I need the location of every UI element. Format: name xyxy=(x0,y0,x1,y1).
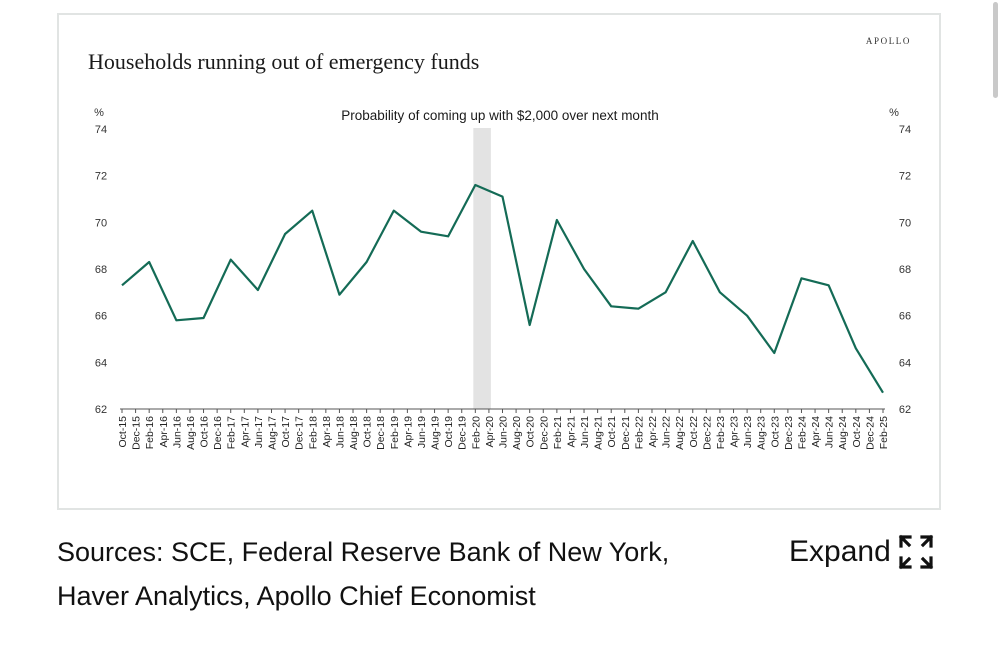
y-tick-label-right: 72 xyxy=(899,171,911,183)
x-tick-label: Dec-18 xyxy=(375,416,387,450)
chart-card: APOLLO Households running out of emergen… xyxy=(57,13,941,510)
x-tick-label: Aug-24 xyxy=(837,416,849,450)
x-tick-label: Dec-23 xyxy=(783,416,795,450)
chart-title: Households running out of emergency fund… xyxy=(88,49,480,74)
x-tick-label: Apr-16 xyxy=(158,416,170,448)
x-tick-label: Oct-17 xyxy=(280,416,292,448)
y-tick-label-left: 74 xyxy=(95,124,107,136)
x-tick-label: Oct-22 xyxy=(688,416,700,448)
x-tick-label: Feb-22 xyxy=(633,416,645,449)
x-tick-label: Aug-23 xyxy=(756,416,768,450)
x-tick-label: Jun-16 xyxy=(171,416,183,448)
x-tick-label: Feb-24 xyxy=(796,416,808,449)
x-tick-label: Apr-20 xyxy=(484,416,496,448)
y-tick-label-left: 66 xyxy=(95,311,107,323)
x-tick-label: Feb-25 xyxy=(878,416,890,449)
x-tick-label: Oct-18 xyxy=(362,416,374,448)
x-tick-label: Dec-22 xyxy=(701,416,713,450)
y-unit-right: % xyxy=(889,107,899,119)
series-line xyxy=(121,183,884,394)
x-tick-label: Aug-20 xyxy=(511,416,523,450)
x-tick-label: Jun-23 xyxy=(742,416,754,448)
x-tick-label: Jun-19 xyxy=(416,416,428,448)
x-tick-label: Jun-22 xyxy=(661,416,673,448)
x-tick-label: Feb-20 xyxy=(470,416,482,449)
x-tick-label: Dec-21 xyxy=(620,416,632,450)
x-tick-label: Aug-21 xyxy=(593,416,605,450)
x-tick-label: Dec-19 xyxy=(457,416,469,450)
x-tick-label: Aug-19 xyxy=(430,416,442,450)
y-tick-label-right: 70 xyxy=(899,217,911,229)
x-tick-label: Apr-23 xyxy=(729,416,741,448)
page-scrollbar[interactable] xyxy=(990,0,1000,100)
y-tick-label-right: 64 xyxy=(899,357,911,369)
x-tick-label: Oct-16 xyxy=(199,416,211,448)
expand-button[interactable]: Expand xyxy=(789,533,935,571)
source-line-1: Sources: SCE, Federal Reserve Bank of Ne… xyxy=(57,537,670,567)
x-tick-label: Jun-20 xyxy=(498,416,510,448)
x-tick-label: Feb-18 xyxy=(307,416,319,449)
x-tick-label: Oct-24 xyxy=(851,416,863,448)
x-tick-label: Jun-24 xyxy=(824,416,836,448)
x-tick-label: Apr-22 xyxy=(647,416,659,448)
y-unit-left: % xyxy=(94,107,104,119)
x-tick-label: Oct-20 xyxy=(525,416,537,448)
source-line-2: Haver Analytics, Apollo Chief Economist xyxy=(57,581,536,611)
x-tick-label: Aug-22 xyxy=(674,416,686,450)
x-tick-label: Feb-16 xyxy=(144,416,156,449)
y-tick-label-left: 68 xyxy=(95,264,107,276)
x-tick-label: Feb-21 xyxy=(552,416,564,449)
x-tick-label: Aug-16 xyxy=(185,416,197,450)
x-tick-label: Apr-18 xyxy=(321,416,333,448)
y-tick-label-left: 72 xyxy=(95,171,107,183)
scrollbar-thumb[interactable] xyxy=(993,2,998,98)
x-tick-label: Apr-21 xyxy=(565,416,577,448)
x-tick-label: Jun-21 xyxy=(579,416,591,448)
y-tick-label-left: 70 xyxy=(95,217,107,229)
x-tick-label: Dec-17 xyxy=(294,416,306,450)
y-tick-label-right: 62 xyxy=(899,404,911,416)
x-tick-label: Aug-18 xyxy=(348,416,360,450)
x-tick-label: Feb-19 xyxy=(389,416,401,449)
x-tick-label: Oct-23 xyxy=(769,416,781,448)
x-tick-label: Oct-19 xyxy=(443,416,455,448)
x-tick-label: Jun-17 xyxy=(253,416,265,448)
y-tick-label-right: 68 xyxy=(899,264,911,276)
expand-label: Expand xyxy=(789,535,891,568)
x-tick-label: Feb-23 xyxy=(715,416,727,449)
x-tick-label: Dec-24 xyxy=(864,416,876,450)
x-tick-label: Aug-17 xyxy=(266,416,278,450)
x-tick-label: Feb-17 xyxy=(226,416,238,449)
x-tick-label: Oct-21 xyxy=(606,416,618,448)
x-tick-label: Dec-15 xyxy=(131,416,143,450)
x-tick-label: Jun-18 xyxy=(334,416,346,448)
y-tick-label-right: 66 xyxy=(899,311,911,323)
x-tick-label: Apr-24 xyxy=(810,416,822,448)
shaded-region xyxy=(473,128,491,409)
x-tick-label: Apr-19 xyxy=(402,416,414,448)
y-tick-label-left: 62 xyxy=(95,404,107,416)
line-chart: 62 62 64 64 66 66 68 68 70 70 72 72 74 74 Oct-15 Dec-15… xyxy=(94,107,911,450)
x-tick-label: Apr-17 xyxy=(239,416,251,448)
brand-logo: APOLLO xyxy=(865,36,911,46)
x-tick-label: Dec-20 xyxy=(538,416,550,450)
x-tick-label: Dec-16 xyxy=(212,416,224,450)
chart-subtitle: Probability of coming up with $2,000 ove… xyxy=(341,108,658,123)
x-tick-label: Oct-15 xyxy=(117,416,129,448)
y-tick-label-right: 74 xyxy=(899,124,911,136)
y-tick-label-left: 64 xyxy=(95,357,107,369)
expand-arrows-icon xyxy=(898,534,934,570)
source-caption: Sources: SCE, Federal Reserve Bank of Ne… xyxy=(57,530,757,618)
